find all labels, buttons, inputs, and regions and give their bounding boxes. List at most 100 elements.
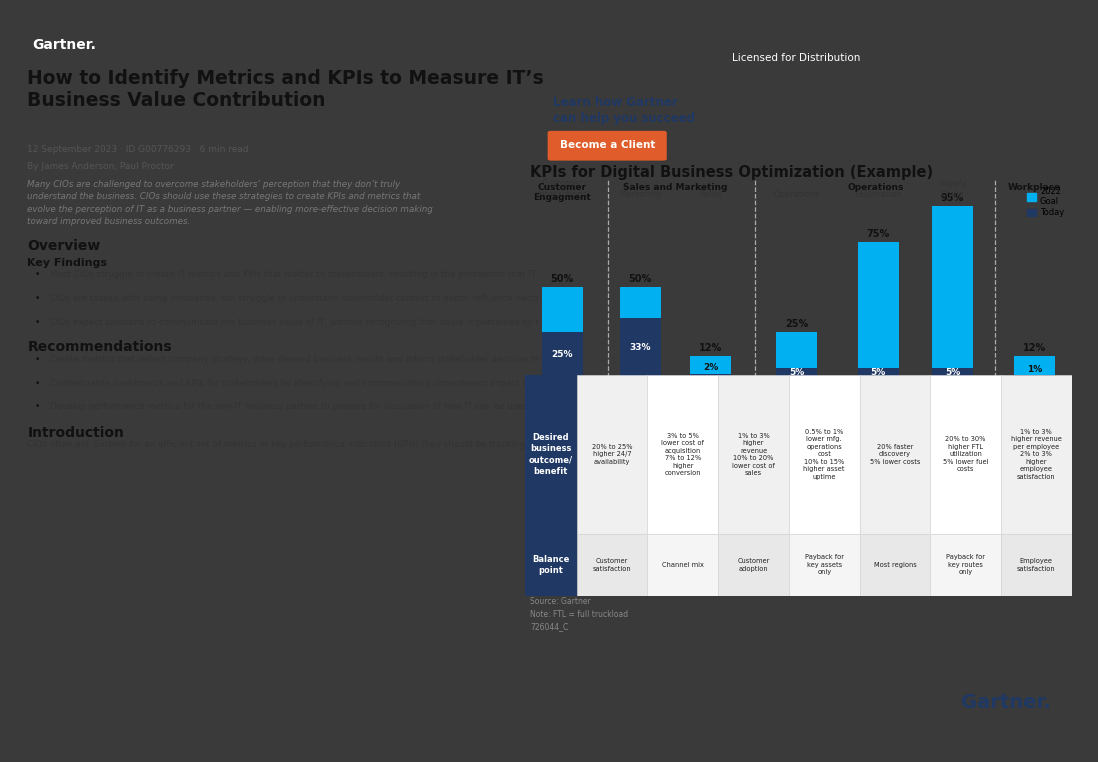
Bar [776,368,817,377]
Text: Many CIOs are challenged to overcome stakeholders’ perception that they don’t tr: Many CIOs are challenged to overcome sta… [27,180,434,226]
Bar [930,375,1001,534]
Bar [718,375,788,534]
Text: Introduction: Introduction [27,426,124,440]
Text: How to Identify Metrics and KPIs to Measure IT’s
Business Value Contribution: How to Identify Metrics and KPIs to Meas… [27,69,545,110]
Bar [1001,375,1072,534]
Text: % of
marketing
spend that
is digital: % of marketing spend that is digital [620,383,660,411]
Bar [691,373,731,377]
Bar [860,534,930,596]
Text: 3% to 5%
lower cost of
acquisition
7% to 12%
higher
conversion: 3% to 5% lower cost of acquisition 7% to… [661,433,704,476]
Text: % of
operational
assets
that are
connected: % of operational assets that are connect… [776,383,817,418]
FancyBboxPatch shape [548,131,666,161]
Text: KPIs for Digital Business Optimization (Example): KPIs for Digital Business Optimization (… [530,165,933,181]
Text: Employee
satisfaction: Employee satisfaction [1017,559,1055,572]
Text: Develop performance metrics for the non-IT business partner to prepare for discu: Develop performance metrics for the non-… [51,402,766,411]
Text: Customer
satisfaction: Customer satisfaction [593,559,631,572]
Text: 2%: 2% [703,363,718,372]
Text: Operations: Operations [848,183,904,192]
Bar [648,375,718,534]
Bar [788,534,860,596]
Text: % of
revenue
through
digital
channels: % of revenue through digital channels [695,383,727,418]
Text: 1% to 3%
higher revenue
per employee
2% to 3%
higher
employee
satisfaction: 1% to 3% higher revenue per employee 2% … [1011,429,1062,480]
Bar [1001,534,1072,596]
Text: •: • [35,355,41,364]
Bar [718,534,788,596]
Bar [930,534,1001,596]
Text: Create metrics that reflect company strategy, drive desired business results and: Create metrics that reflect company stra… [51,355,565,364]
Text: Payback for
key assets
only: Payback for key assets only [805,555,843,575]
Text: % of fleet
tracked in
real time: % of fleet tracked in real time [934,383,971,404]
Text: •: • [35,402,41,411]
Text: Overview: Overview [27,239,101,253]
Text: Customer
adoption: Customer adoption [738,559,770,572]
Bar [525,534,576,596]
Bar [1013,376,1055,377]
Text: 0.5% to 1%
lower mfg.
operations
cost
10% to 15%
higher asset
uptime: 0.5% to 1% lower mfg. operations cost 10… [804,429,845,480]
Text: Payback for
key routes
only: Payback for key routes only [946,555,985,575]
Text: 33%: 33% [629,343,651,352]
Text: Supply
Chain: Supply Chain [938,180,967,199]
Text: Channel mix: Channel mix [662,562,704,568]
Text: 25%: 25% [551,351,573,359]
Text: 5%: 5% [788,368,804,377]
Bar [858,368,898,377]
Text: Desired
business
outcome/
benefit: Desired business outcome/ benefit [529,434,573,475]
Bar [932,206,973,377]
Text: Exploration: Exploration [854,190,903,199]
Bar [525,375,576,534]
Text: 25%: 25% [785,319,808,329]
Text: CIOs expect solutions to communicate the business value of IT, without recognizi: CIOs expect solutions to communicate the… [51,318,798,327]
Text: % of
departments
using
remote
workplace
model: % of departments using remote workplace … [1011,383,1057,426]
Text: Gartner.: Gartner. [32,38,96,53]
Text: % exploration
initiatives’
using
analytics
platform: % exploration initiatives’ using analyti… [853,383,904,418]
Text: CIOs often ask Gartner for an efficient set of metrics or key performance indica: CIOs often ask Gartner for an efficient … [27,440,1098,450]
Text: 20% to 25%
higher 24/7
availability: 20% to 25% higher 24/7 availability [592,444,632,465]
Bar [541,287,583,377]
Text: Gartner.: Gartner. [961,693,1051,712]
Text: By James Anderson, Paul Proctor: By James Anderson, Paul Proctor [27,162,175,171]
Text: Key Findings: Key Findings [27,258,108,268]
Text: 20% faster
discovery
5% lower costs: 20% faster discovery 5% lower costs [870,444,920,465]
Text: 95%: 95% [941,194,964,203]
Text: 12%: 12% [699,343,722,353]
Text: Marketing: Marketing [619,190,661,199]
Text: 1%: 1% [1027,364,1042,373]
Bar [1013,356,1055,377]
Text: •: • [35,379,41,388]
Text: Workplace: Workplace [1008,183,1061,192]
Text: Recommendations: Recommendations [27,341,172,354]
Text: Source: Gartner
Note: FTL = full truckload
726044_C: Source: Gartner Note: FTL = full trucklo… [530,597,628,631]
Text: 12 September 2023 · ID G00776293 · 6 min read: 12 September 2023 · ID G00776293 · 6 min… [27,145,249,154]
Text: Licensed for Distribution: Licensed for Distribution [732,53,861,63]
Bar [860,375,930,534]
Text: Customer
Engagment: Customer Engagment [534,183,591,202]
Bar [541,332,583,377]
Text: 75%: 75% [866,229,889,239]
Bar [691,356,731,377]
Text: 5%: 5% [871,368,886,377]
Bar [619,318,661,377]
Bar [576,375,648,534]
Text: Customer
Interactions: Customer Interactions [537,180,587,199]
Bar [648,534,718,596]
Text: CIOs are tasked with being innovative, but struggle to understand stakeholder co: CIOs are tasked with being innovative, b… [51,294,590,303]
Text: Most regions: Most regions [874,562,917,568]
Text: •: • [35,294,41,303]
Text: Sales: Sales [699,190,722,199]
Text: Balance
point: Balance point [533,555,570,575]
Text: Become a Client: Become a Client [560,140,654,150]
Bar [576,534,648,596]
Legend: 2022
Goal, Today: 2022 Goal, Today [1024,183,1067,221]
Text: 12%: 12% [1023,343,1046,353]
Text: Learn how Gartner
can help you succeed: Learn how Gartner can help you succeed [553,96,695,125]
Bar [776,332,817,377]
Text: 20% to 30%
higher FTL
utilization
5% lower fuel
costs: 20% to 30% higher FTL utilization 5% low… [943,437,988,472]
Bar [858,242,898,377]
Text: Contextualize dashboards and KPIs for stakeholders by identifying and communicat: Contextualize dashboards and KPIs for st… [51,379,649,388]
Text: % of
interactions
that are
digital: % of interactions that are digital [540,383,583,411]
Bar [932,368,973,377]
Text: Most CIOs struggle to create IT metrics and KPIs that matter to stakeholders, re: Most CIOs struggle to create IT metrics … [51,271,785,280]
Text: 1% to 3%
higher
revenue
10% to 20%
lower cost of
sales: 1% to 3% higher revenue 10% to 20% lower… [732,433,775,476]
Bar [788,375,860,534]
Text: 50%: 50% [550,274,573,284]
